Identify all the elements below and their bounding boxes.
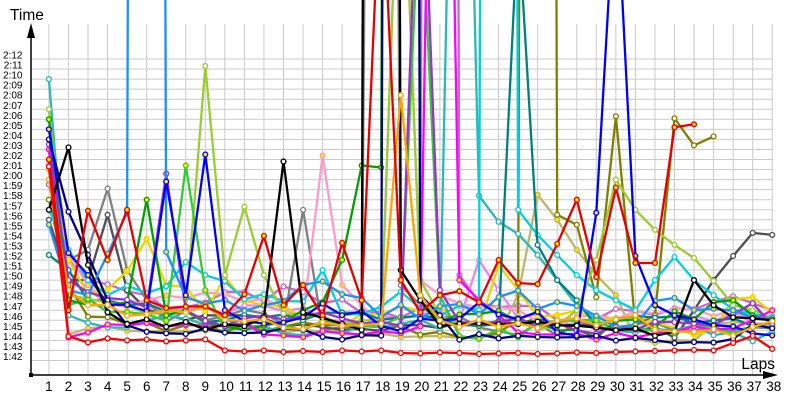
- svg-text:16: 16: [336, 379, 351, 394]
- svg-text:Laps: Laps: [741, 356, 775, 373]
- svg-text:1:52: 1:52: [3, 252, 23, 263]
- svg-text:6: 6: [143, 379, 151, 394]
- svg-text:1:54: 1:54: [3, 231, 23, 242]
- svg-text:1: 1: [45, 379, 53, 394]
- svg-text:1:58: 1:58: [3, 191, 23, 202]
- svg-text:30: 30: [610, 379, 625, 394]
- svg-text:2:10: 2:10: [3, 71, 23, 82]
- svg-text:2:04: 2:04: [3, 131, 23, 142]
- svg-text:2:08: 2:08: [3, 91, 23, 102]
- svg-text:2:06: 2:06: [3, 111, 23, 122]
- svg-text:1:55: 1:55: [3, 221, 23, 232]
- svg-text:35: 35: [708, 379, 723, 394]
- svg-text:2:02: 2:02: [3, 151, 23, 162]
- svg-text:2:03: 2:03: [3, 141, 23, 152]
- svg-text:13: 13: [277, 379, 292, 394]
- svg-text:2:11: 2:11: [4, 61, 23, 72]
- svg-text:10: 10: [219, 379, 234, 394]
- svg-text:1:59: 1:59: [3, 181, 23, 192]
- svg-text:4: 4: [104, 379, 112, 394]
- svg-text:7: 7: [162, 379, 170, 394]
- svg-text:23: 23: [473, 379, 488, 394]
- svg-text:1:47: 1:47: [3, 302, 23, 313]
- svg-text:1:48: 1:48: [3, 292, 23, 303]
- svg-text:9: 9: [202, 379, 210, 394]
- svg-text:29: 29: [590, 379, 605, 394]
- svg-text:18: 18: [375, 379, 390, 394]
- svg-text:20: 20: [414, 379, 429, 394]
- svg-text:17: 17: [356, 379, 371, 394]
- svg-text:2:07: 2:07: [3, 101, 23, 112]
- svg-text:31: 31: [629, 379, 644, 394]
- svg-text:32: 32: [649, 379, 664, 394]
- svg-text:8: 8: [182, 379, 190, 394]
- svg-text:27: 27: [551, 379, 566, 394]
- svg-text:36: 36: [727, 379, 742, 394]
- svg-text:1:46: 1:46: [3, 312, 23, 323]
- svg-text:1:49: 1:49: [3, 282, 23, 293]
- svg-text:25: 25: [512, 379, 527, 394]
- svg-text:1:44: 1:44: [3, 332, 23, 343]
- svg-text:5: 5: [123, 379, 131, 394]
- svg-text:12: 12: [258, 379, 273, 394]
- svg-text:2:01: 2:01: [3, 161, 23, 172]
- svg-text:2:09: 2:09: [3, 81, 23, 92]
- svg-text:34: 34: [688, 379, 704, 394]
- svg-text:1:57: 1:57: [3, 201, 23, 212]
- svg-text:1:53: 1:53: [3, 241, 23, 252]
- svg-text:15: 15: [317, 379, 332, 394]
- svg-text:1:51: 1:51: [3, 262, 23, 273]
- svg-text:Time: Time: [10, 7, 44, 24]
- svg-text:3: 3: [84, 379, 92, 394]
- svg-text:37: 37: [747, 379, 762, 394]
- svg-text:22: 22: [453, 379, 468, 394]
- svg-text:26: 26: [532, 379, 547, 394]
- svg-text:28: 28: [571, 379, 586, 394]
- svg-text:11: 11: [239, 379, 253, 394]
- svg-text:2:05: 2:05: [3, 121, 23, 132]
- svg-text:33: 33: [668, 379, 683, 394]
- svg-text:1:42: 1:42: [3, 352, 23, 363]
- svg-text:19: 19: [395, 379, 410, 394]
- svg-text:38: 38: [766, 379, 781, 394]
- svg-text:14: 14: [297, 379, 313, 394]
- svg-text:1:45: 1:45: [3, 322, 23, 333]
- svg-text:1:56: 1:56: [3, 211, 23, 222]
- svg-text:2:00: 2:00: [3, 171, 23, 182]
- svg-text:2:12: 2:12: [3, 51, 23, 62]
- svg-text:2: 2: [65, 379, 73, 394]
- svg-text:24: 24: [493, 379, 509, 394]
- svg-text:1:50: 1:50: [3, 272, 23, 283]
- svg-text:1:43: 1:43: [3, 342, 23, 353]
- svg-text:21: 21: [434, 379, 449, 394]
